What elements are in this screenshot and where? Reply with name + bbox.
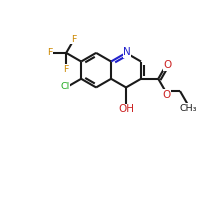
- Text: F: F: [47, 48, 52, 57]
- Text: F: F: [64, 65, 69, 74]
- Text: O: O: [163, 60, 172, 70]
- Text: O: O: [162, 90, 170, 100]
- Text: F: F: [71, 35, 76, 44]
- Text: CH₃: CH₃: [180, 104, 197, 113]
- Text: N: N: [123, 47, 131, 57]
- Text: OH: OH: [118, 104, 134, 114]
- Text: Cl: Cl: [60, 82, 70, 91]
